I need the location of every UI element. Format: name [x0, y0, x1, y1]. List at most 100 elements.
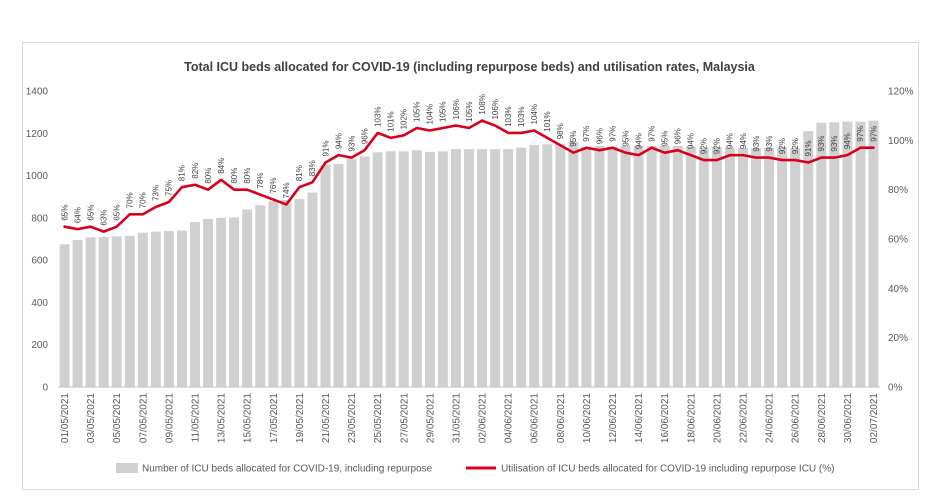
bar	[607, 147, 618, 387]
y-left-tick-label: 200	[31, 340, 48, 351]
bar	[242, 209, 253, 387]
bar	[803, 131, 814, 387]
chart-title: Total ICU beds allocated for COVID-19 (i…	[184, 60, 755, 74]
x-tick-label: 29/05/2021	[425, 393, 436, 443]
utilisation-line	[63, 119, 875, 233]
y-left-tick-label: 1200	[26, 129, 49, 140]
bar	[777, 147, 788, 387]
data-label: 97%	[647, 126, 656, 142]
data-label: 70%	[126, 192, 135, 208]
bar	[711, 147, 722, 387]
bar	[359, 156, 370, 387]
x-tick-label: 22/06/2021	[739, 393, 750, 443]
data-label: 96%	[595, 128, 604, 144]
data-label: 78%	[256, 173, 265, 189]
data-label: 101%	[543, 111, 552, 131]
bar	[450, 149, 461, 387]
x-tick-label: 16/06/2021	[660, 393, 671, 443]
y-right-tick-label: 80%	[888, 185, 908, 196]
bar	[477, 149, 488, 387]
x-tick-label: 13/05/2021	[217, 393, 228, 443]
bar	[698, 147, 709, 387]
x-tick-label: 30/06/2021	[843, 393, 854, 443]
data-label: 95%	[569, 131, 578, 147]
bar	[542, 144, 553, 387]
bar	[490, 149, 501, 387]
data-label: 96%	[360, 128, 369, 144]
bar	[98, 236, 109, 387]
data-label: 93%	[817, 136, 826, 152]
data-label: 63%	[99, 210, 108, 226]
bar	[346, 158, 357, 387]
data-label: 95%	[661, 131, 670, 147]
data-label: 94%	[334, 133, 343, 149]
bar	[816, 122, 827, 388]
bar	[372, 152, 383, 387]
x-tick-label: 05/05/2021	[112, 393, 123, 443]
data-label: 104%	[530, 104, 539, 124]
x-tick-label: 01/05/2021	[60, 393, 71, 443]
data-label: 92%	[778, 138, 787, 154]
x-tick-label: 24/06/2021	[765, 393, 776, 443]
bar	[398, 151, 409, 387]
data-label: 94%	[843, 133, 852, 149]
data-label: 81%	[178, 165, 187, 181]
x-tick-label: 21/05/2021	[321, 393, 332, 443]
y-right-tick-label: 40%	[888, 284, 908, 295]
bar	[555, 143, 566, 387]
data-label: 97%	[582, 126, 591, 142]
x-tick-label: 19/05/2021	[295, 393, 306, 443]
bar	[229, 217, 240, 387]
legend-label-utilisation: Utilisation of ICU beds allocated for CO…	[501, 464, 834, 475]
data-label: 93%	[765, 136, 774, 152]
data-label: 106%	[491, 99, 500, 119]
data-label: 96%	[674, 128, 683, 144]
x-tick-label: 06/06/2021	[530, 393, 541, 443]
data-label: 75%	[165, 180, 174, 196]
bars-layer	[59, 120, 879, 388]
x-tick-label: 09/05/2021	[164, 393, 175, 443]
bar	[738, 148, 748, 387]
bar	[842, 121, 853, 387]
y-right-tick-label: 120%	[888, 87, 914, 98]
data-label: 93%	[347, 136, 356, 152]
bar	[790, 148, 801, 387]
bar	[320, 165, 331, 387]
y-right-tick-label: 100%	[888, 136, 914, 147]
bar	[137, 232, 148, 387]
bar	[111, 236, 122, 387]
x-tick-label: 02/07/2021	[869, 393, 880, 443]
data-label: 98%	[556, 123, 565, 139]
y-left-tick-label: 600	[31, 256, 48, 267]
bar	[294, 198, 305, 387]
legend-swatch-beds	[116, 463, 138, 473]
x-tick-label: 07/05/2021	[138, 393, 149, 443]
data-label: 80%	[204, 168, 213, 184]
x-tick-label: 03/05/2021	[86, 393, 97, 443]
x-tick-label: 28/06/2021	[817, 393, 828, 443]
data-label: 74%	[282, 182, 291, 198]
bar	[581, 147, 592, 387]
y-left-tick-label: 0	[42, 383, 48, 394]
bar	[620, 145, 631, 387]
data-label: 82%	[191, 163, 200, 179]
bar	[150, 231, 161, 387]
bar	[646, 145, 657, 387]
bar	[307, 192, 318, 387]
data-label: 93%	[752, 136, 761, 152]
bar	[424, 151, 435, 387]
x-tick-label: 10/06/2021	[582, 393, 593, 443]
bar	[437, 151, 448, 387]
x-tick-label: 20/06/2021	[712, 393, 723, 443]
data-label: 105%	[439, 102, 448, 122]
data-label: 91%	[804, 141, 813, 157]
y-left-tick-label: 800	[31, 213, 48, 224]
data-label: 103%	[504, 106, 513, 126]
bar	[216, 217, 227, 387]
bar	[268, 200, 279, 387]
axes-layer: 0 200 400 600 800 1000 1200 1400 0% 20% 40% 60% 80% 1…	[26, 87, 914, 444]
bar	[568, 141, 579, 387]
bar	[672, 145, 683, 387]
bar	[464, 149, 474, 387]
